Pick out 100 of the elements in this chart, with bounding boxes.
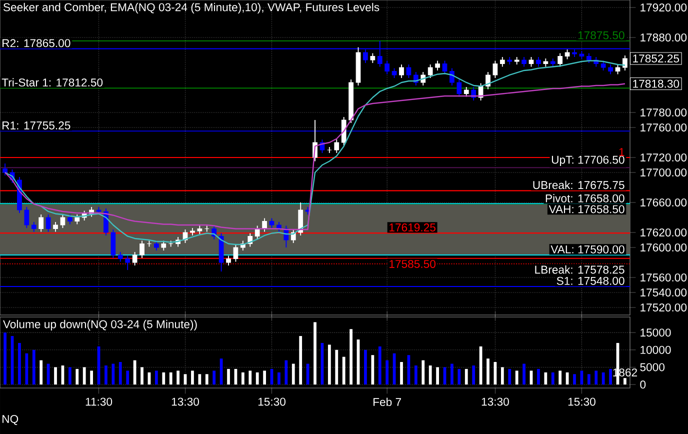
chart-title: Seeker and Comber, EMA(NQ 03-24 (5 Minute),10), VWAP, Futures Levels (3, 2, 380, 14)
ref-line-label: 17585.50 (390, 260, 436, 268)
bar (378, 346, 382, 385)
bar (587, 374, 590, 385)
bar (328, 344, 331, 385)
candlestick (31, 222, 36, 232)
bar (90, 370, 93, 385)
text: 17818.30 (633, 80, 680, 88)
y-tick-label: 5000 (640, 363, 664, 372)
bar (162, 372, 166, 385)
bar (314, 322, 316, 385)
candlestick (450, 68, 454, 86)
bar (248, 370, 252, 385)
bar (537, 368, 540, 385)
candlestick (500, 56, 505, 68)
bar (624, 378, 626, 385)
ref-line-label: R2: 17865.00 (2, 39, 70, 48)
bar (544, 372, 548, 385)
candlestick (384, 60, 390, 75)
candlestick (406, 64, 412, 78)
candlestick (125, 255, 130, 270)
x-tick-label: 15:30 (568, 398, 596, 406)
candlestick (399, 64, 404, 78)
ref-line-label: R1: 17755.25 (2, 121, 70, 130)
ref-line-label: VAH: 17658.50 (548, 205, 624, 214)
bar (299, 336, 302, 385)
y-tick-label: 17720.00 (640, 153, 687, 162)
ref-line-label: S1: 17548.00 (556, 276, 624, 285)
ref-line-label: VAL: 17590.00 (550, 245, 624, 254)
y-tick-label: 17660.00 (640, 198, 687, 206)
bar (40, 360, 43, 385)
y-tick-label: 17700.00 (640, 168, 687, 176)
bar (573, 374, 576, 385)
candlestick (226, 255, 231, 266)
candlestick (615, 64, 620, 75)
bar (241, 372, 244, 385)
ref-line-label: 17875.50 (578, 31, 624, 40)
candlestick (471, 86, 476, 101)
y-tick-label: 17600.00 (640, 243, 687, 252)
ref-line-label: LBreak: 17578.25 (535, 265, 624, 274)
x-tick-label: 13:30 (172, 398, 199, 406)
candlestick (392, 68, 397, 78)
x-tick-label: 11:30 (86, 398, 112, 406)
y-tick-label: 17540.00 (640, 288, 687, 296)
bar (198, 374, 202, 385)
x-tick-label: Feb 7 (374, 398, 401, 406)
bar (400, 362, 403, 385)
bar (54, 367, 57, 385)
bar (68, 367, 72, 385)
candlestick (60, 214, 66, 228)
bar (205, 374, 208, 385)
bar (515, 370, 518, 385)
bar (154, 370, 158, 385)
bar (284, 360, 288, 385)
candlestick (492, 60, 498, 78)
bar (428, 365, 432, 385)
candlestick (536, 56, 541, 68)
bar (227, 368, 230, 385)
y-tick-label: 17880.00 (640, 33, 687, 42)
bar (508, 368, 512, 385)
candlestick (233, 244, 238, 262)
bar (76, 368, 79, 385)
candlestick (622, 55, 628, 71)
candlestick (118, 252, 123, 262)
bar (522, 364, 526, 385)
bar (32, 350, 36, 385)
y-tick-label: 10000 (640, 346, 671, 354)
bar (602, 372, 605, 385)
ref-line-label: Tri-Star 1: 17812.50 (2, 78, 103, 87)
candlestick (110, 229, 116, 258)
bar (386, 360, 389, 385)
bar (25, 353, 28, 385)
bar (464, 368, 468, 385)
bar (140, 367, 144, 385)
candlestick (528, 56, 534, 68)
bar (486, 358, 490, 385)
bar (112, 364, 115, 385)
candlestick (46, 214, 51, 232)
bar (364, 350, 367, 385)
candlestick (456, 79, 462, 98)
candlestick (341, 116, 346, 146)
bar (436, 367, 439, 385)
y-tick-label: 17920.00 (640, 3, 687, 12)
candlestick (486, 72, 490, 90)
bar (609, 368, 612, 385)
candlestick (370, 52, 376, 64)
candlestick (67, 214, 72, 225)
candlestick (442, 60, 448, 75)
bar (82, 367, 86, 385)
candlestick (600, 60, 606, 71)
bar (350, 329, 352, 385)
bar (278, 372, 280, 385)
candlestick (140, 240, 144, 258)
y-tick-label: 15000 (640, 328, 671, 337)
bar (558, 370, 562, 385)
y-tick-label: 17520.00 (640, 303, 687, 312)
bar (472, 365, 476, 385)
bar (594, 370, 598, 385)
bar (256, 372, 259, 385)
ref-line-label: 17619.25 (390, 223, 436, 232)
